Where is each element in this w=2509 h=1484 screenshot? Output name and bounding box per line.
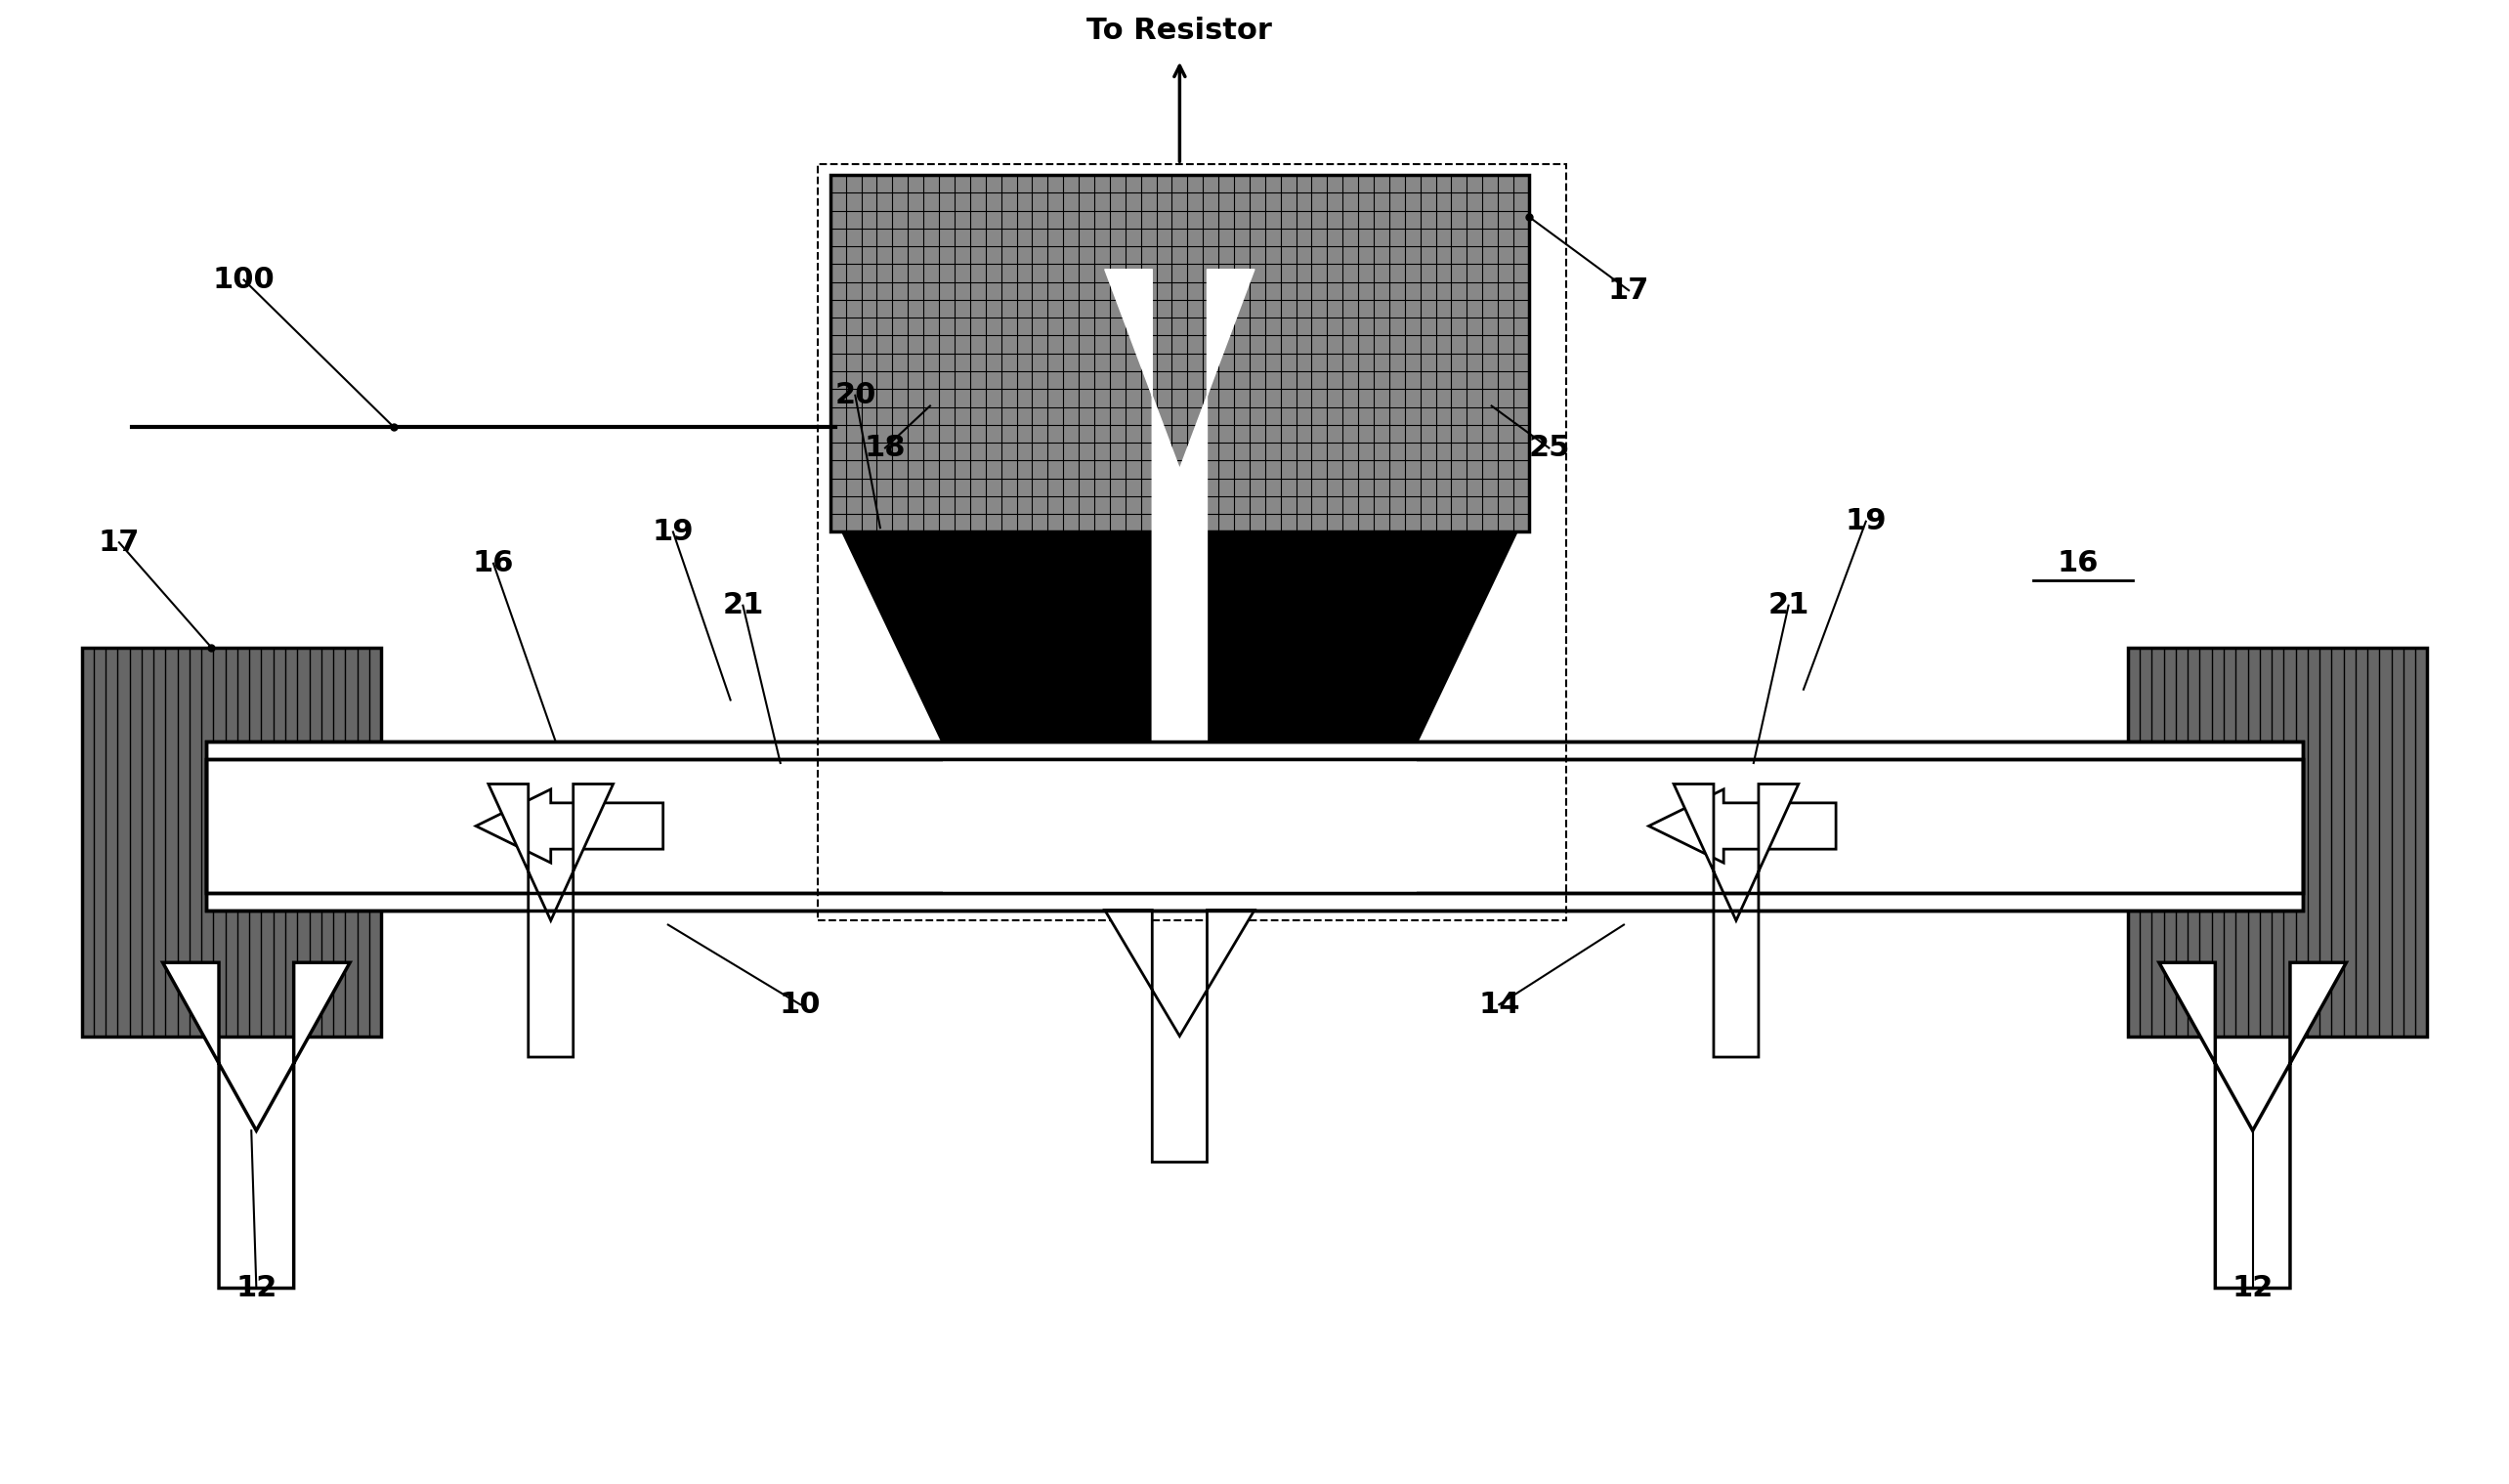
Polygon shape (1104, 910, 1254, 1162)
Bar (943, 758, 1418, 893)
Polygon shape (1674, 784, 1799, 1057)
Text: 14: 14 (1478, 990, 1520, 1018)
Text: 100: 100 (213, 266, 276, 294)
Polygon shape (2160, 963, 2346, 1288)
Text: 12: 12 (2233, 1273, 2273, 1303)
Text: 16: 16 (472, 549, 514, 577)
Text: 16: 16 (2057, 549, 2098, 577)
Polygon shape (1648, 789, 1837, 862)
Text: 21: 21 (723, 591, 763, 620)
Text: 19: 19 (1844, 508, 1887, 536)
Bar (206, 758, 2303, 893)
Text: 12: 12 (236, 1273, 276, 1303)
Polygon shape (477, 789, 662, 862)
Bar (2128, 647, 2426, 1036)
Bar (83, 647, 381, 1036)
Text: 17: 17 (1608, 276, 1648, 304)
Polygon shape (843, 531, 1515, 742)
Text: 10: 10 (780, 990, 820, 1018)
Text: 18: 18 (866, 433, 906, 462)
Bar (206, 758, 2303, 893)
Polygon shape (163, 963, 349, 1288)
Text: 19: 19 (652, 518, 695, 546)
Text: 23: 23 (1415, 634, 1458, 662)
Bar (206, 742, 2303, 910)
Polygon shape (1104, 270, 1254, 742)
Text: 25: 25 (1528, 433, 1571, 462)
Text: To Resistor: To Resistor (1086, 16, 1272, 45)
Text: 20: 20 (835, 381, 876, 410)
Text: 21: 21 (1769, 591, 1809, 620)
Text: 17: 17 (98, 528, 141, 556)
Bar (206, 742, 2303, 910)
Polygon shape (489, 784, 612, 1057)
Bar (818, 165, 1566, 920)
Bar (830, 175, 1528, 531)
